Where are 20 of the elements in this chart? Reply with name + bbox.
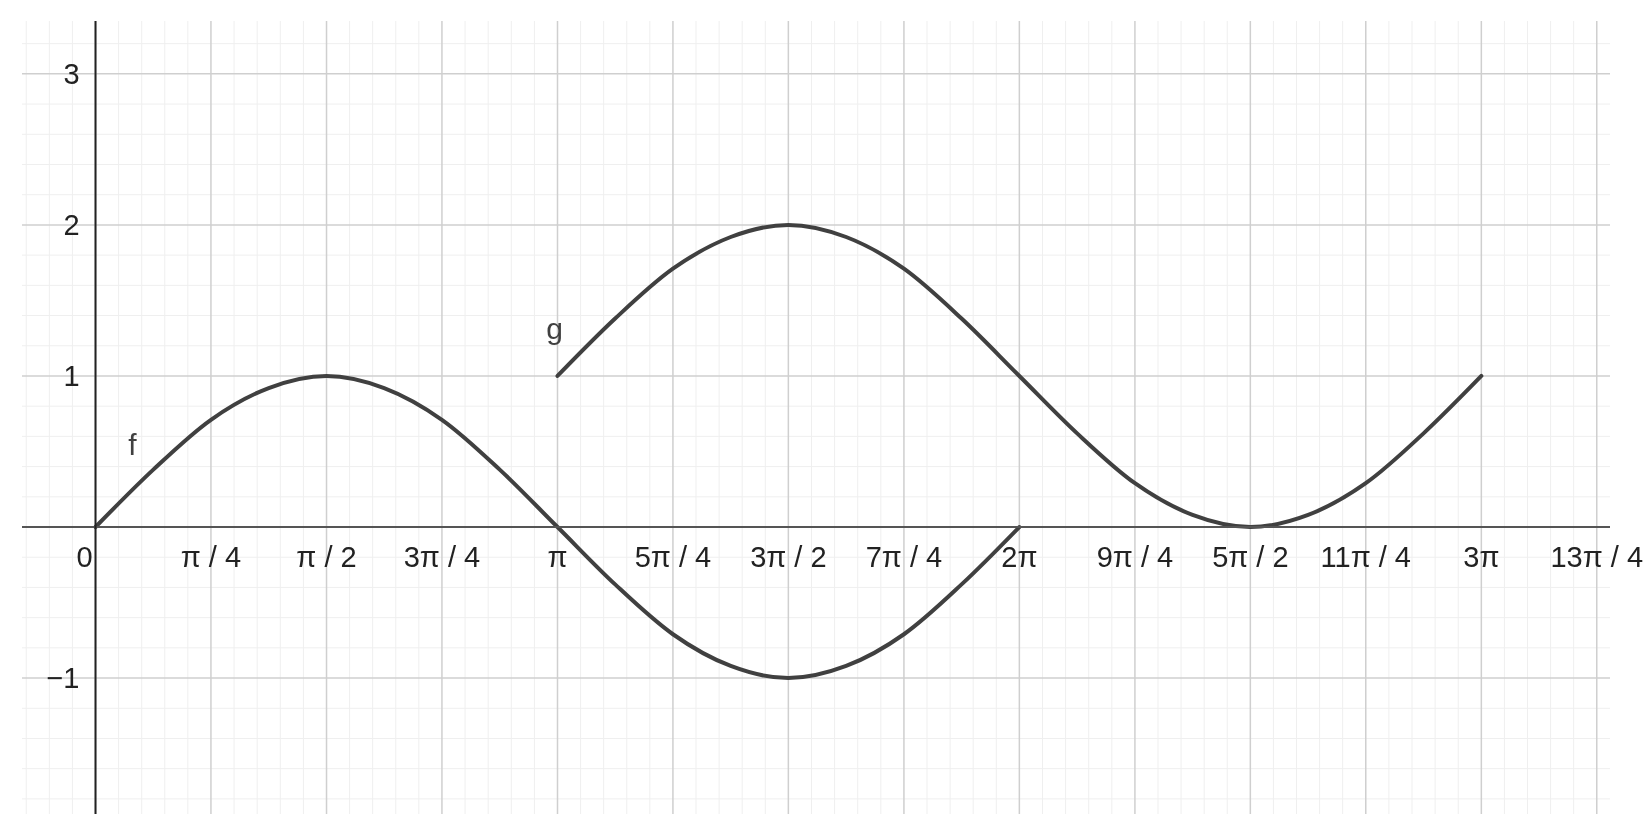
x-tick-label: π / 2 xyxy=(296,541,357,574)
y-tick-label: 2 xyxy=(63,208,80,241)
y-tick-label: 1 xyxy=(63,359,80,392)
x-tick-label: π / 4 xyxy=(180,541,242,574)
x-tick-label: 7π / 4 xyxy=(865,541,943,574)
x-tick-label: 3π / 2 xyxy=(750,541,827,574)
x-tick-label: 5π / 2 xyxy=(1212,541,1289,574)
x-tick-label: 9π / 4 xyxy=(1096,541,1174,574)
x-tick-label: 11π / 4 xyxy=(1320,541,1411,574)
x-tick-label: 3π xyxy=(1463,541,1500,574)
x-tick-label: 3π / 4 xyxy=(403,541,481,574)
x-tick-label: π xyxy=(547,541,568,574)
x-tick-label: 2π xyxy=(1001,541,1038,574)
series-label: g xyxy=(546,311,563,345)
x-tick-label: 5π / 4 xyxy=(634,541,712,574)
y-tick-label: −1 xyxy=(46,662,80,695)
x-tick-label: 0 xyxy=(76,541,93,574)
series-label: f xyxy=(128,427,138,461)
y-tick-label: 3 xyxy=(63,57,80,90)
x-tick-label: 13π / 4 xyxy=(1550,541,1644,574)
